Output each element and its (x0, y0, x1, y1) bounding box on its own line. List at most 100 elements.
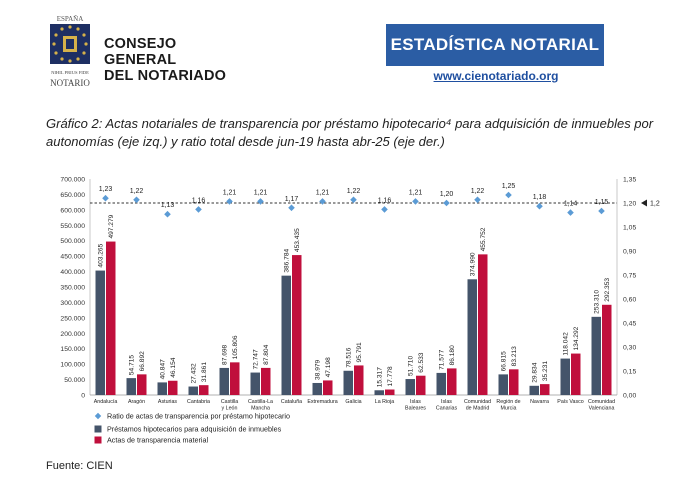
chart: 0 50.000 100.000 150.000 200.000 250.000 300.0… (60, 177, 659, 445)
category-label: Islas (410, 399, 421, 405)
prestamos-bar-label: 374.990 (470, 252, 477, 276)
actas-bar (478, 254, 488, 395)
actas-bar-label: 35.231 (542, 361, 549, 382)
actas-bar (602, 304, 612, 395)
category-label: País Vasco (557, 399, 583, 405)
ratio-marker (443, 199, 450, 207)
actas-bar (261, 367, 271, 395)
category-label: y León (222, 406, 238, 412)
prestamos-bar-label: 27.432 (191, 363, 198, 384)
prestamos-bar-label: 386.784 (284, 248, 291, 272)
actas-bar-label: 31.861 (201, 362, 208, 383)
left-tick-label: 400.000 (60, 269, 85, 276)
left-tick-label: 500.000 (60, 238, 85, 245)
cgn-line2: DEL NOTARIADO (104, 68, 227, 84)
prestamos-bar (436, 372, 446, 395)
ratio-marker (567, 209, 574, 216)
actas-bar-label: 86.180 (449, 345, 456, 366)
actas-bar-label: 47.198 (325, 357, 332, 378)
left-tick-label: 150.000 (60, 346, 85, 353)
category-label: Andalucía (94, 399, 118, 405)
right-tick-label: 1,35 (623, 177, 636, 184)
legend-prestamos-swatch (94, 425, 102, 433)
ratio-marker (319, 198, 326, 205)
category-label: Extremadura (307, 399, 337, 405)
actas-bar (571, 353, 581, 395)
ratio-marker (133, 196, 140, 204)
cgn-logo: ESPAÑA NIHIL PRIUS FIDE NOTARIO CONSEJO … (40, 14, 240, 96)
category-label: Valenciana (589, 406, 615, 412)
reference-arrow-icon (641, 199, 647, 207)
ratio-marker (350, 196, 357, 204)
prestamos-bar (188, 386, 198, 395)
prestamos-bar (126, 378, 136, 395)
ratio-label: 1,16 (192, 197, 206, 204)
chart-caption: Gráfico 2: Actas notariales de transpare… (46, 116, 654, 149)
actas-bar (447, 368, 457, 395)
legend-label: Ratio de actas de transparencia por prés… (107, 412, 290, 421)
ratio-marker (474, 196, 481, 204)
left-tick-label: 450.000 (60, 254, 85, 261)
ratio-marker (505, 191, 512, 199)
legend-label: Préstamos hipotecarios para adquisición … (107, 425, 282, 434)
actas-bar (509, 369, 519, 395)
actas-bar (385, 389, 395, 395)
category-label: Cantabria (187, 399, 210, 405)
ratio-label: 1,17 (285, 196, 299, 203)
left-tick-label: 650.000 (60, 192, 85, 199)
prestamos-bar-label: 71.577 (439, 349, 446, 370)
category-label: Galicia (345, 399, 361, 405)
ratio-label: 1,13 (161, 202, 175, 209)
ratio-label: 1,25 (502, 183, 516, 190)
ratio-label: 1,21 (316, 189, 330, 196)
cgn-name: CONSEJO GENERAL DEL NOTARIADO (104, 36, 240, 84)
ratio-label: 1,21 (223, 189, 237, 196)
actas-bar (230, 362, 240, 395)
right-tick-label: 0,75 (623, 273, 636, 280)
actas-bar-label: 453.435 (294, 228, 301, 252)
prestamos-bar-label: 118.042 (563, 332, 570, 356)
ratio-label: 1,18 (533, 194, 547, 201)
actas-bar-label: 95.791 (356, 342, 363, 363)
legend-ratio-marker (94, 412, 102, 420)
ratio-label: 1,22 (347, 188, 361, 195)
category-label: Mancha (251, 406, 270, 412)
seal-motto: NIHIL PRIUS FIDE (51, 70, 89, 75)
category-label: Navarra (530, 399, 549, 405)
actas-bar-label: 83.213 (511, 346, 518, 367)
right-tick-label: 0,30 (623, 345, 636, 352)
ratio-label: 1,15 (595, 199, 609, 206)
category-label: Comunidad (588, 399, 615, 405)
prestamos-bar-label: 29.834 (532, 362, 539, 383)
actas-bar-label: 497.279 (108, 214, 115, 238)
website-link[interactable]: www.cienotariado.org (433, 69, 559, 83)
ratio-label: 1,16 (378, 197, 392, 204)
category-label: Cataluña (281, 399, 302, 405)
prestamos-bar (591, 316, 601, 395)
prestamos-bar (95, 270, 105, 395)
ratio-marker (598, 207, 605, 215)
actas-bar-label: 455.752 (480, 227, 487, 251)
prestamos-bar (281, 275, 291, 395)
right-tick-label: 0,90 (623, 249, 636, 256)
prestamos-bar-label: 54.715 (129, 355, 136, 376)
category-label: Aragón (128, 399, 145, 405)
ratio-marker (412, 198, 419, 205)
prestamos-bar-label: 51.710 (408, 356, 415, 377)
estadistica-notarial-banner: ESTADÍSTICA NOTARIAL (386, 24, 604, 66)
left-tick-label: 300.000 (60, 300, 85, 307)
left-tick-label: 100.000 (60, 362, 85, 369)
prestamos-bar (343, 370, 353, 395)
prestamos-bar-label: 66.815 (501, 351, 508, 372)
legend-label: Actas de transparencia material (107, 436, 208, 445)
category-label: Murcia (501, 406, 517, 412)
seal-bottom-text: NOTARIO (50, 78, 90, 88)
ratio-label: 1,22 (130, 188, 144, 195)
left-tick-label: 50.000 (64, 377, 85, 384)
category-label: Castilla-La (248, 399, 273, 405)
prestamos-bar-label: 72.747 (253, 349, 260, 370)
ratio-marker (536, 202, 543, 210)
ratio-marker (288, 204, 295, 212)
left-tick-label: 200.000 (60, 331, 85, 338)
category-label: Castilla (221, 399, 238, 405)
